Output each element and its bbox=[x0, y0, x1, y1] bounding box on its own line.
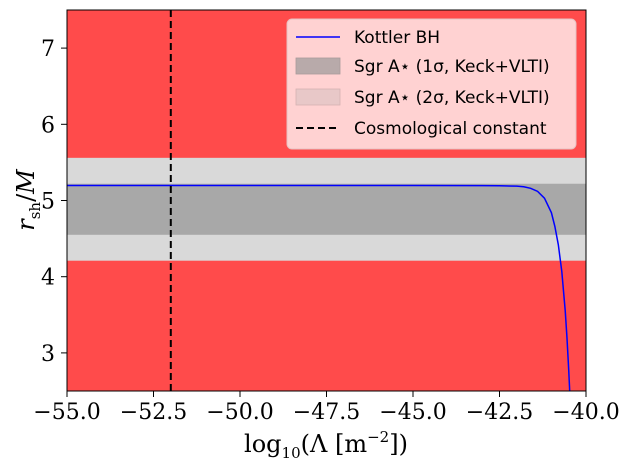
y-tick-label: 4 bbox=[41, 266, 55, 291]
x-tick-label: −55.0 bbox=[33, 400, 100, 425]
x-axis-ticks: −55.0 −52.5 −50.0 −47.5 −45.0 −42.5 −40.0 bbox=[33, 391, 620, 425]
x-tick-label: −50.0 bbox=[206, 400, 273, 425]
y-axis-ticks: 3 4 5 6 7 bbox=[41, 37, 67, 367]
legend-kottler-label: Kottler BH bbox=[354, 28, 440, 48]
legend-1sigma-swatch bbox=[295, 57, 341, 75]
legend-2sigma-swatch bbox=[295, 88, 341, 106]
legend-1sigma-label: Sgr A⋆ (1σ, Keck+VLTI) bbox=[354, 57, 550, 77]
y-tick-label: 3 bbox=[41, 342, 55, 367]
legend-cc-label: Cosmological constant bbox=[354, 119, 547, 139]
x-tick-label: −52.5 bbox=[120, 400, 187, 425]
legend-2sigma-label: Sgr A⋆ (2σ, Keck+VLTI) bbox=[354, 88, 550, 108]
x-tick-label: −40.0 bbox=[552, 400, 619, 425]
legend-box bbox=[286, 18, 577, 150]
y-axis-title: rsh/M bbox=[12, 168, 44, 231]
kottler-bh-line bbox=[67, 184, 571, 391]
x-axis-title: log10(Λ [m−2]) bbox=[244, 428, 408, 462]
x-tick-label: −42.5 bbox=[466, 400, 533, 425]
legend: Kottler BH Sgr A⋆ (1σ, Keck+VLTI) Sgr A⋆… bbox=[286, 18, 577, 150]
y-tick-label: 7 bbox=[41, 37, 55, 62]
y-tick-label: 6 bbox=[41, 113, 55, 138]
x-tick-label: −47.5 bbox=[293, 400, 360, 425]
sgr-a-1sigma-band bbox=[67, 183, 586, 235]
x-tick-label: −45.0 bbox=[379, 400, 446, 425]
y-tick-label: 5 bbox=[41, 190, 55, 215]
